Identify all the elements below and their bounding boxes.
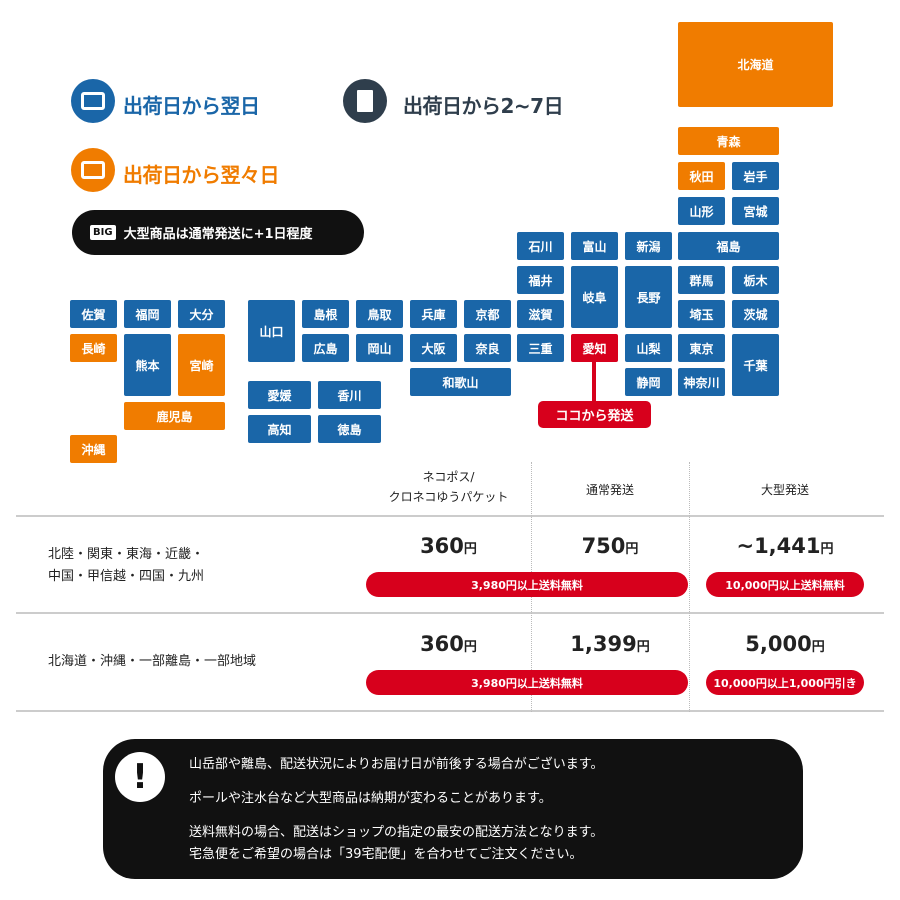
divider bbox=[689, 462, 690, 712]
notice-line: 送料無料の場合、配送はショップの指定の最安の配送方法となります。 bbox=[189, 825, 604, 840]
header-large: 大型発送 bbox=[760, 483, 809, 497]
notice-line: 山岳部や離島、配送状況によりお届け日が前後する場合がございます。 bbox=[189, 757, 604, 772]
prefecture-34: 愛知 bbox=[571, 334, 618, 362]
price-unit: 円 bbox=[463, 640, 477, 655]
prefecture-33: 三重 bbox=[517, 334, 564, 362]
prefecture-27: 熊本 bbox=[124, 334, 171, 396]
price-unit: 円 bbox=[625, 542, 639, 557]
envelope-icon bbox=[343, 79, 387, 123]
divider bbox=[16, 612, 884, 614]
prefecture-35: 山梨 bbox=[625, 334, 672, 362]
row-region: 北海道・沖縄・一部離島・一部地域 bbox=[48, 654, 257, 669]
price-value: ~1,441 bbox=[736, 534, 821, 558]
free-shipping-badge: 3,980円以上送料無料 bbox=[366, 670, 688, 695]
prefecture-2: 秋田 bbox=[678, 162, 725, 190]
price-value: 5,000 bbox=[745, 632, 812, 656]
price-unit: 円 bbox=[636, 640, 650, 655]
prefecture-6: 石川 bbox=[517, 232, 564, 260]
prefecture-41: 鹿児島 bbox=[124, 402, 225, 430]
prefecture-37: 千葉 bbox=[732, 334, 779, 396]
exclamation-icon: ! bbox=[115, 752, 165, 802]
prefecture-22: 島根 bbox=[302, 300, 349, 328]
big-item-label: 大型商品は通常発送に+1日程度 bbox=[123, 227, 313, 242]
prefecture-29: 広島 bbox=[302, 334, 349, 362]
prefecture-13: 群馬 bbox=[678, 266, 725, 294]
prefecture-24: 兵庫 bbox=[410, 300, 457, 328]
prefecture-7: 富山 bbox=[571, 232, 618, 260]
header-standard: 通常発送 bbox=[585, 483, 634, 497]
origin-connector bbox=[592, 362, 596, 402]
price-unit: 円 bbox=[463, 542, 477, 557]
prefecture-15: 滋賀 bbox=[517, 300, 564, 328]
prefecture-4: 山形 bbox=[678, 197, 725, 225]
prefecture-19: 福岡 bbox=[124, 300, 171, 328]
prefecture-12: 長野 bbox=[625, 266, 672, 328]
prefecture-18: 佐賀 bbox=[70, 300, 117, 328]
prefecture-3: 岩手 bbox=[732, 162, 779, 190]
header-nekopos: ネコポス/ クロネコゆうパケット bbox=[388, 470, 509, 504]
prefecture-26: 長崎 bbox=[70, 334, 117, 362]
prefecture-0: 北海道 bbox=[678, 22, 833, 107]
prefecture-5: 宮城 bbox=[732, 197, 779, 225]
prefecture-40: 神奈川 bbox=[678, 368, 725, 396]
prefecture-43: 香川 bbox=[318, 381, 381, 409]
legend-day-after-next: 出荷日から翌々日 bbox=[123, 163, 280, 187]
prefecture-20: 大分 bbox=[178, 300, 225, 328]
prefecture-32: 奈良 bbox=[464, 334, 511, 362]
price-value: 360 bbox=[420, 632, 464, 656]
big-item-note: BIG 大型商品は通常発送に+1日程度 bbox=[72, 210, 364, 255]
prefecture-38: 和歌山 bbox=[410, 368, 511, 396]
prefecture-11: 岐阜 bbox=[571, 266, 618, 328]
price: 5,000円 bbox=[689, 632, 881, 656]
prefecture-9: 福島 bbox=[678, 232, 779, 260]
price: 360円 bbox=[366, 534, 531, 558]
divider bbox=[16, 515, 884, 517]
row-region: 北陸・関東・東海・近畿・ 中国・甲信越・四国・九州 bbox=[48, 547, 205, 584]
prefecture-10: 福井 bbox=[517, 266, 564, 294]
price: 750円 bbox=[531, 534, 689, 558]
prefecture-36: 東京 bbox=[678, 334, 725, 362]
free-shipping-badge: 3,980円以上送料無料 bbox=[366, 572, 688, 597]
large-shipping-badge: 10,000円以上送料無料 bbox=[706, 572, 864, 597]
divider bbox=[16, 710, 884, 712]
prefecture-21: 山口 bbox=[248, 300, 295, 362]
price-value: 360 bbox=[420, 534, 464, 558]
prefecture-25: 京都 bbox=[464, 300, 511, 328]
prefecture-17: 茨城 bbox=[732, 300, 779, 328]
price-unit: 円 bbox=[820, 542, 834, 557]
notice-line: 宅急便をご希望の場合は「39宅配便」を合わせてご注文ください。 bbox=[189, 847, 583, 862]
notice-line: ポールや注水台など大型商品は納期が変わることがあります。 bbox=[189, 791, 552, 806]
price: ~1,441円 bbox=[689, 534, 881, 558]
prefecture-30: 岡山 bbox=[356, 334, 403, 362]
prefecture-42: 愛媛 bbox=[248, 381, 311, 409]
prefecture-8: 新潟 bbox=[625, 232, 672, 260]
notice-box: ! 山岳部や離島、配送状況によりお届け日が前後する場合がございます。 ポールや注… bbox=[103, 739, 803, 879]
prefecture-14: 栃木 bbox=[732, 266, 779, 294]
price-value: 750 bbox=[581, 534, 626, 558]
price-unit: 円 bbox=[811, 640, 825, 655]
prefecture-44: 高知 bbox=[248, 415, 311, 443]
prefecture-1: 青森 bbox=[678, 127, 779, 155]
prefecture-16: 埼玉 bbox=[678, 300, 725, 328]
big-badge: BIG bbox=[90, 225, 116, 240]
origin-label: ココから発送 bbox=[538, 401, 651, 428]
price-value: 1,399 bbox=[570, 632, 637, 656]
prefecture-31: 大阪 bbox=[410, 334, 457, 362]
prefecture-45: 徳島 bbox=[318, 415, 381, 443]
prefecture-39: 静岡 bbox=[625, 368, 672, 396]
price: 360円 bbox=[366, 632, 531, 656]
legend-next-day: 出荷日から翌日 bbox=[123, 94, 260, 118]
card-icon bbox=[71, 79, 115, 123]
prefecture-28: 宮崎 bbox=[178, 334, 225, 396]
prefecture-46: 沖縄 bbox=[70, 435, 117, 463]
price: 1,399円 bbox=[531, 632, 689, 656]
legend-two-to-seven: 出荷日から2~7日 bbox=[403, 94, 564, 118]
card-icon bbox=[71, 148, 115, 192]
prefecture-23: 鳥取 bbox=[356, 300, 403, 328]
large-shipping-badge: 10,000円以上1,000円引き bbox=[706, 670, 864, 695]
